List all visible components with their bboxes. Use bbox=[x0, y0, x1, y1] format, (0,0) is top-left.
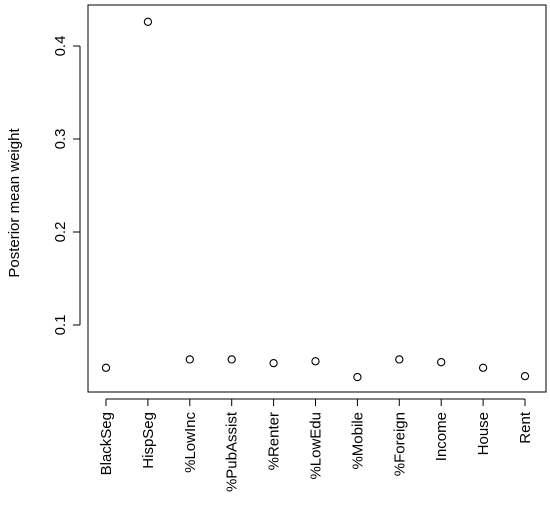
x-category-label: %Foreign bbox=[391, 412, 408, 476]
plot-frame bbox=[87, 4, 547, 393]
x-category-label: %Renter bbox=[266, 412, 283, 470]
data-point bbox=[353, 372, 362, 382]
data-point bbox=[185, 355, 194, 364]
data-points bbox=[101, 17, 530, 382]
data-point bbox=[227, 355, 236, 364]
x-category-label: Rent bbox=[517, 411, 534, 444]
x-category-label: House bbox=[475, 412, 492, 455]
x-axis: BlackSeg HispSeg %LowInc %PubAssist %Renter%… bbox=[98, 398, 534, 492]
y-tick-label: 0.2 bbox=[52, 222, 69, 243]
data-point bbox=[520, 371, 530, 381]
x-category-label: %LowInc bbox=[182, 412, 199, 473]
y-axis-title: Posterior mean weight bbox=[6, 128, 23, 278]
data-point bbox=[143, 17, 153, 26]
x-category-label: %PubAssist bbox=[224, 411, 241, 492]
data-point bbox=[437, 358, 446, 367]
data-point bbox=[395, 355, 404, 364]
x-category-label: HispSeg bbox=[140, 412, 157, 469]
y-tick-label: 0.3 bbox=[52, 129, 69, 150]
y-tick-label: 0.4 bbox=[52, 36, 69, 57]
y-tick-label: 0.1 bbox=[52, 315, 69, 336]
x-category-label: %LowEdu bbox=[308, 412, 325, 480]
x-category-label: BlackSeg bbox=[98, 412, 115, 475]
y-axis: 0.1 0.2 0.3 0.4 bbox=[52, 36, 81, 336]
x-category-label: %Mobile bbox=[349, 412, 366, 470]
data-point bbox=[269, 358, 278, 368]
data-point bbox=[478, 363, 488, 372]
data-point bbox=[311, 357, 320, 366]
x-category-label: Income bbox=[433, 412, 450, 461]
data-point bbox=[101, 363, 111, 372]
